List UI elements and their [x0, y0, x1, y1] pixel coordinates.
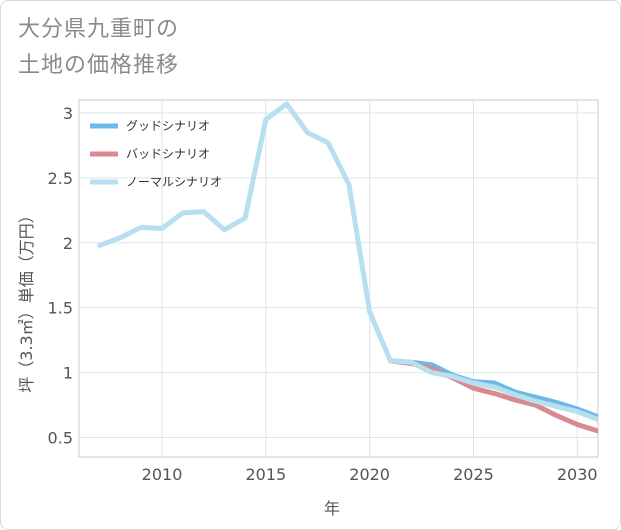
x-tick-label-2020: 2020 — [349, 465, 390, 484]
x-tick-label-2015: 2015 — [245, 465, 286, 484]
chart-title-line-2: 土地の価格推移 — [18, 53, 180, 78]
y-tick-label-1-5: 1.5 — [48, 299, 73, 318]
chart-title-line-1: 大分県九重町の — [18, 17, 180, 42]
legend-bad-scenario-label: バッドシナリオ — [126, 147, 210, 161]
chart-title: 大分県九重町の 土地の価格推移 — [18, 12, 179, 84]
y-tick-label-1: 1 — [63, 364, 73, 383]
grid — [79, 100, 598, 457]
good-scenario-line — [387, 358, 598, 420]
y-tick-label-2-5: 2.5 — [48, 169, 73, 188]
y-axis-title: 坪（3.3㎡）単価（万円） — [17, 207, 36, 392]
x-tick-label-2030: 2030 — [557, 465, 598, 484]
normal-scenario-line — [97, 101, 598, 422]
series-lines — [97, 101, 598, 434]
legend-good-scenario-label: グッドシナリオ — [126, 119, 210, 133]
y-tick-label-0-5: 0.5 — [48, 429, 73, 448]
legend-good-scenario: グッドシナリオ — [90, 119, 210, 133]
x-axis-title: 年 — [324, 499, 340, 518]
x-tick-label-2025: 2025 — [453, 465, 494, 484]
legend-bad-scenario: バッドシナリオ — [90, 147, 210, 161]
y-tick-labels: 0.5 1 1.5 2 2.5 3 — [48, 104, 73, 448]
legend-normal-scenario-label: ノーマルシナリオ — [126, 175, 222, 189]
x-tick-label-2010: 2010 — [142, 465, 183, 484]
y-tick-label-3: 3 — [63, 104, 73, 123]
legend-normal-scenario: ノーマルシナリオ — [90, 175, 222, 189]
x-tick-labels: 2010 2015 2020 2025 2030 — [142, 465, 598, 484]
y-tick-label-2: 2 — [63, 234, 73, 253]
